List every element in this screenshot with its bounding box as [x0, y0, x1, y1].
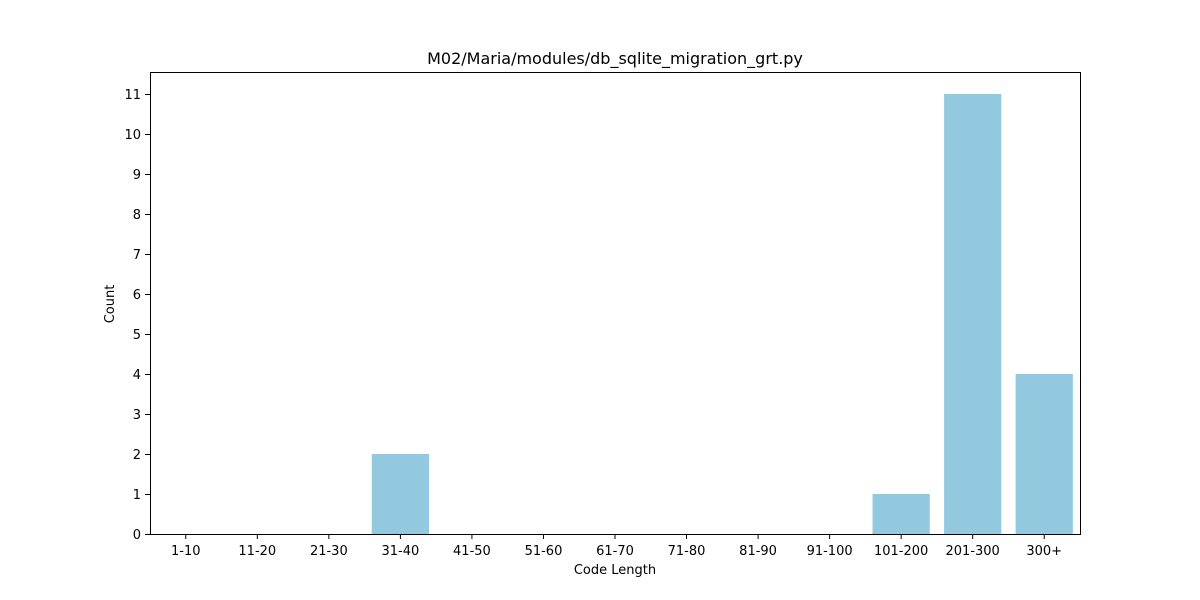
bar-101-200	[872, 494, 930, 534]
x-axis: 1-10 11-20 21-30 31-40 41-50 51-60 61-70 71-80 8…	[171, 534, 1062, 559]
x-tick-label: 101-200	[874, 544, 928, 559]
plot-area-frame	[150, 72, 1081, 535]
chart-title: M02/Maria/modules/db_sqlite_migration_gr…	[427, 49, 803, 69]
y-tick-label: 6	[133, 288, 141, 303]
y-tick-label: 10	[124, 128, 141, 143]
x-tick-label: 91-100	[807, 544, 853, 559]
x-tick-label: 41-50	[453, 544, 491, 559]
y-axis: 0 1 2 3 4 5 6 7 8 9 10 11	[124, 88, 150, 543]
y-tick-label: 7	[133, 248, 141, 263]
x-tick-label: 71-80	[668, 544, 706, 559]
bar-300+	[1015, 374, 1073, 534]
y-axis-label: Count	[103, 285, 118, 324]
x-tick-label: 81-90	[739, 544, 777, 559]
bar-201-300	[944, 94, 1002, 534]
y-tick-label: 4	[133, 368, 141, 383]
y-tick-label: 9	[133, 168, 141, 183]
bars-group	[371, 94, 1073, 534]
x-tick-label: 51-60	[525, 544, 563, 559]
bar-31-40	[371, 454, 429, 534]
y-tick-label: 0	[133, 528, 141, 543]
y-tick-label: 3	[133, 408, 141, 423]
y-tick-label: 8	[133, 208, 141, 223]
y-tick-label: 1	[133, 488, 141, 503]
x-tick-label: 61-70	[596, 544, 634, 559]
x-tick-label: 31-40	[381, 544, 419, 559]
y-tick-label: 11	[124, 88, 141, 103]
x-tick-label: 201-300	[946, 544, 1000, 559]
y-tick-label: 2	[133, 448, 141, 463]
x-tick-label: 11-20	[238, 544, 276, 559]
x-tick-label: 21-30	[310, 544, 348, 559]
y-tick-label: 5	[133, 328, 141, 343]
x-axis-label: Code Length	[574, 563, 656, 578]
x-tick-label: 300+	[1026, 544, 1062, 559]
x-tick-label: 1-10	[171, 544, 201, 559]
